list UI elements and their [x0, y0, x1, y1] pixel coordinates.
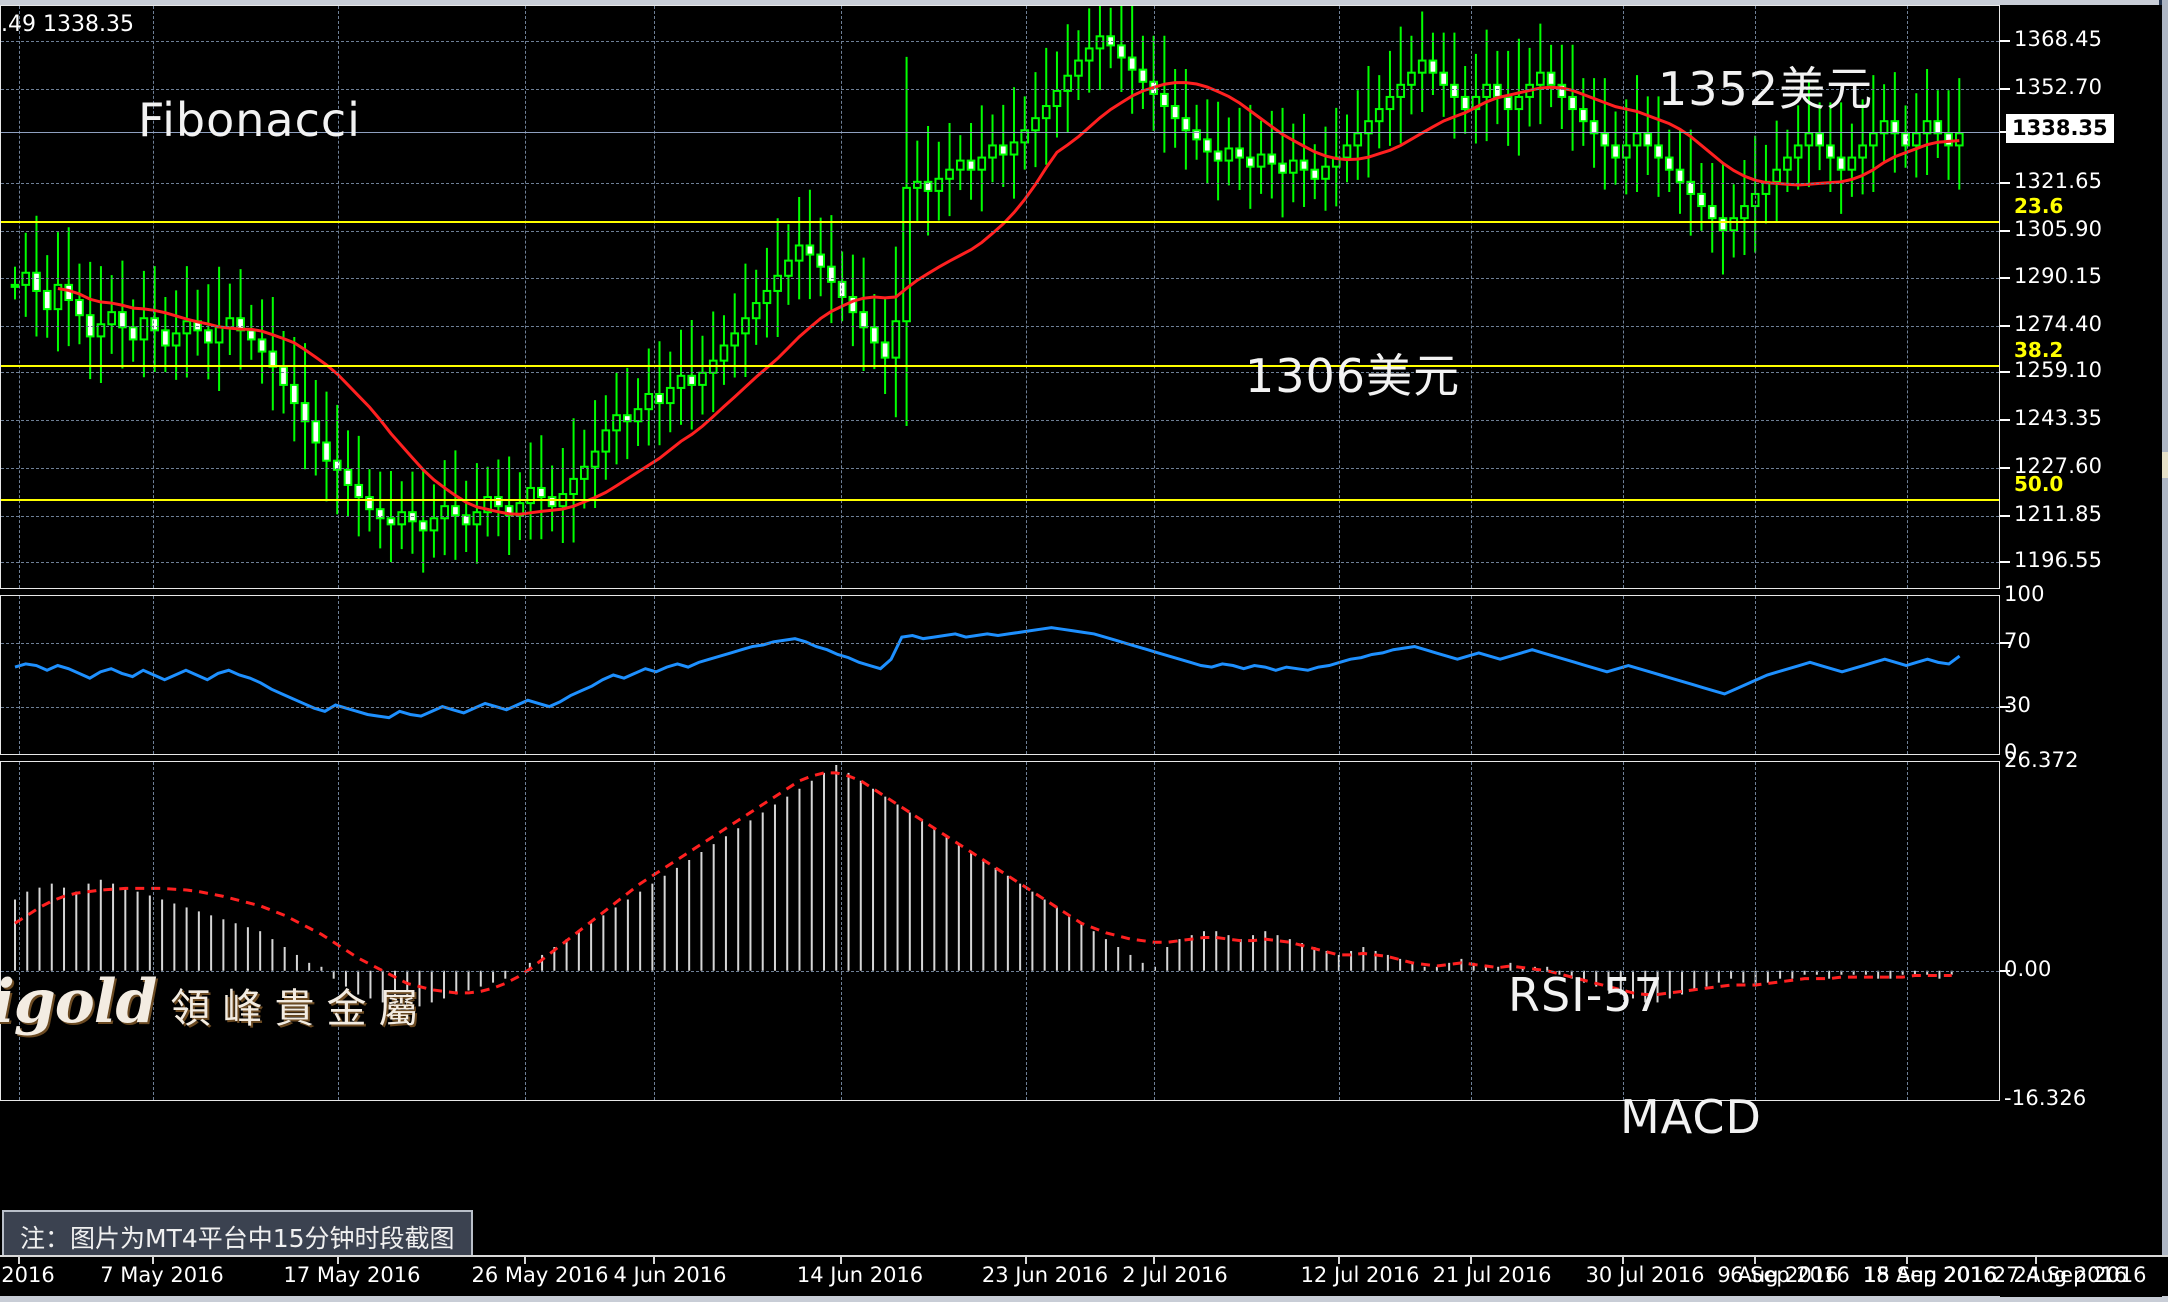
- macd-histogram-series: [14, 764, 1953, 1011]
- time-axis-rule: [0, 1255, 2168, 1257]
- scrollbar-thumb[interactable]: [2162, 452, 2168, 478]
- rsi-axis-label: 70: [2004, 629, 2032, 654]
- support-1306-label: 1306美元: [1245, 349, 1461, 403]
- time-axis-label: 27 Aug 2016: [1992, 1263, 2128, 1287]
- axis-tick-label: 1211.85: [2014, 501, 2103, 526]
- time-axis-separator: [1754, 1255, 1756, 1264]
- vertical-scrollbar[interactable]: [2162, 0, 2168, 1302]
- axis-tick-label: 1227.60: [2014, 453, 2103, 478]
- time-axis-separator: [152, 1255, 154, 1264]
- fibonacci-level-label: 38.2: [2014, 338, 2064, 363]
- fibonacci-label: Fibonacci: [138, 93, 361, 147]
- window-bottom-edge: [0, 1296, 2168, 1302]
- rsi-label: RSI-57: [1508, 968, 1664, 1022]
- price-axis[interactable]: 1368.45 1352.70 1338.35 1321.65 1305.90 1290.…: [2000, 5, 2162, 1297]
- axis-tick-mark: [2000, 514, 2010, 517]
- axis-tick-mark: [2000, 277, 2010, 280]
- axis-tick-label: 1196.55: [2014, 548, 2103, 573]
- axis-tick-mark: [2000, 40, 2010, 42]
- rsi-line-series: [14, 626, 1961, 720]
- axis-tick-mark: [2000, 466, 2010, 469]
- window-top-edge: [0, 0, 2168, 5]
- macd-axis-label: -16.326: [2004, 1086, 2087, 1110]
- time-axis-label: 15 Sep 2016: [1863, 1263, 1997, 1287]
- chart-plot-area[interactable]: 5.49 1338.35 Fibonacci 1352美元 1306美元 RSI-57…: [0, 5, 2000, 1266]
- time-axis[interactable]: 2016 7 May 2016 17 May 2016 26 May 2016 4 Ju…: [0, 1255, 2168, 1296]
- time-axis-label: 18 Aug 2016: [1862, 1263, 1998, 1287]
- time-axis-separator: [1470, 1255, 1472, 1264]
- axis-tick-mark: [2000, 371, 2010, 374]
- axis-tick-mark: [2000, 969, 2010, 972]
- macd-axis-label: 26.372: [2004, 748, 2079, 772]
- axis-tick-label: 1243.35: [2014, 406, 2103, 431]
- time-axis-separator: [1906, 1255, 1908, 1264]
- time-axis-separator: [1338, 1255, 1340, 1264]
- time-axis-label: 6 Sep 2016: [1730, 1263, 1850, 1287]
- macd-pane[interactable]: [0, 761, 2000, 1101]
- time-axis-separator: [653, 1255, 655, 1264]
- axis-tick-mark: [2000, 229, 2010, 232]
- ohlc-readout: 5.49 1338.35: [0, 12, 134, 37]
- time-axis-label: 24 Sep 2016: [2013, 1263, 2147, 1287]
- axis-tick-label: 1290.15: [2014, 264, 2103, 289]
- axis-tick-label: 1368.45: [2014, 27, 2103, 51]
- axis-tick-label: 1259.10: [2014, 358, 2103, 383]
- rsi-axis-label: 30: [2004, 692, 2032, 717]
- time-axis-separator: [1622, 1255, 1624, 1264]
- time-axis-separator: [1025, 1255, 1027, 1264]
- time-axis-separator: [337, 1255, 339, 1264]
- broker-watermark: igold 領峰貴金屬: [0, 967, 431, 1037]
- time-axis-label: 4 Jun 2016: [613, 1263, 727, 1287]
- axis-tick-mark: [2000, 87, 2010, 90]
- time-axis-separator: [18, 1255, 20, 1264]
- time-axis-separator: [1153, 1255, 1155, 1264]
- time-axis-label: 30 Jul 2016: [1585, 1263, 1705, 1287]
- time-axis-label: 9 Aug 2016: [1717, 1263, 1839, 1287]
- time-axis-label: 21 Jul 2016: [1432, 1263, 1552, 1287]
- time-axis-label: 26 May 2016: [471, 1263, 609, 1287]
- time-axis-label: 17 May 2016: [283, 1263, 421, 1287]
- fibonacci-level-label: 50.0: [2014, 471, 2064, 496]
- time-axis-label: 2016: [1, 1263, 55, 1287]
- rsi-pane[interactable]: [0, 595, 2000, 755]
- watermark-brand-en: igold: [0, 967, 158, 1037]
- macd-axis-label: 0.00: [2004, 956, 2052, 981]
- axis-tick-label: 1305.90: [2014, 216, 2103, 241]
- moving-average-line: [57, 81, 1960, 516]
- axis-tick-mark: [2000, 561, 2010, 564]
- time-axis-label: 23 Jun 2016: [981, 1263, 1109, 1287]
- resistance-1352-label: 1352美元: [1658, 62, 1874, 116]
- time-axis-label: 12 Jul 2016: [1300, 1263, 1420, 1287]
- axis-tick-label: 1352.70: [2014, 74, 2103, 99]
- watermark-brand-cn: 領峰貴金屬: [170, 986, 431, 1032]
- axis-tick-mark: [2000, 325, 2010, 328]
- current-price-tag: 1338.35: [2006, 114, 2114, 144]
- axis-tick-label: 1321.65: [2014, 168, 2103, 193]
- time-axis-label: 14 Jun 2016: [796, 1263, 924, 1287]
- axis-tick-mark: [2000, 642, 2010, 645]
- macd-signal-line: [14, 771, 1952, 997]
- time-axis-separator: [840, 1255, 842, 1264]
- axis-tick-mark: [2000, 705, 2010, 708]
- macd-label: MACD: [1620, 1090, 1762, 1144]
- time-axis-separator: [2035, 1255, 2037, 1264]
- time-axis-label: 2 Jul 2016: [1122, 1263, 1228, 1287]
- axis-tick-mark: [2000, 181, 2010, 184]
- axis-tick-label: 1274.40: [2014, 312, 2103, 337]
- axis-tick-mark: [2000, 131, 2010, 134]
- time-axis-label: 7 May 2016: [100, 1263, 224, 1287]
- axis-tick-mark: [2000, 419, 2010, 422]
- rsi-axis-label: 100: [2004, 582, 2045, 606]
- fibonacci-level-label: 23.6: [2014, 194, 2064, 219]
- time-axis-separator: [524, 1255, 526, 1264]
- rsi-axis-label: 0: [2004, 740, 2018, 764]
